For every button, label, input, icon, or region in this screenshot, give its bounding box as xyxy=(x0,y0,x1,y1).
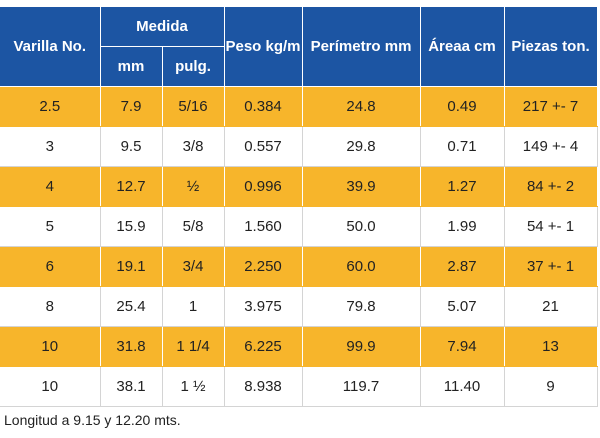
cell-mm: 25.4 xyxy=(99,286,163,327)
cell-perimetro: 39.9 xyxy=(301,166,421,207)
cell-peso: 1.560 xyxy=(223,206,303,247)
header-medida: Medida xyxy=(99,6,225,47)
cell-perimetro: 29.8 xyxy=(301,126,421,167)
cell-varilla: 2.5 xyxy=(0,86,101,127)
cell-varilla: 3 xyxy=(0,126,101,167)
table-header: Varilla No. Medida Peso kg/m Perímetro m… xyxy=(0,6,598,87)
table-row: 3 9.5 3/8 0.557 29.8 0.71 149 +- 4 xyxy=(0,126,598,167)
cell-varilla: 10 xyxy=(0,326,101,367)
cell-piezas: 84 +- 2 xyxy=(503,166,598,207)
header-peso: Peso kg/m xyxy=(223,6,303,87)
footnote: Longitud a 9.15 y 12.20 mts. xyxy=(4,412,181,428)
cell-area: 0.49 xyxy=(419,86,505,127)
cell-peso: 0.996 xyxy=(223,166,303,207)
cell-mm: 7.9 xyxy=(99,86,163,127)
cell-area: 0.71 xyxy=(419,126,505,167)
cell-mm: 9.5 xyxy=(99,126,163,167)
specs-table: Varilla No. Medida Peso kg/m Perímetro m… xyxy=(0,6,598,407)
cell-pulg: 1 xyxy=(161,286,225,327)
cell-peso: 6.225 xyxy=(223,326,303,367)
cell-perimetro: 99.9 xyxy=(301,326,421,367)
cell-perimetro: 24.8 xyxy=(301,86,421,127)
cell-peso: 2.250 xyxy=(223,246,303,287)
cell-piezas: 21 xyxy=(503,286,598,327)
cell-perimetro: 119.7 xyxy=(301,366,421,407)
cell-varilla: 5 xyxy=(0,206,101,247)
cell-perimetro: 79.8 xyxy=(301,286,421,327)
cell-pulg: 5/16 xyxy=(161,86,225,127)
cell-peso: 0.384 xyxy=(223,86,303,127)
cell-perimetro: 60.0 xyxy=(301,246,421,287)
cell-peso: 0.557 xyxy=(223,126,303,167)
cell-piezas: 149 +- 4 xyxy=(503,126,598,167)
cell-mm: 12.7 xyxy=(99,166,163,207)
cell-mm: 19.1 xyxy=(99,246,163,287)
cell-piezas: 9 xyxy=(503,366,598,407)
table-body: 2.5 7.9 5/16 0.384 24.8 0.49 217 +- 7 3 9.5 3/8 0.… xyxy=(0,86,598,407)
cell-pulg: 3/4 xyxy=(161,246,225,287)
cell-piezas: 13 xyxy=(503,326,598,367)
header-area: Áreaa cm xyxy=(419,6,505,87)
cell-mm: 38.1 xyxy=(99,366,163,407)
cell-varilla: 8 xyxy=(0,286,101,327)
cell-area: 1.99 xyxy=(419,206,505,247)
cell-piezas: 37 +- 1 xyxy=(503,246,598,287)
cell-peso: 3.975 xyxy=(223,286,303,327)
cell-pulg: 1 1/4 xyxy=(161,326,225,367)
cell-area: 1.27 xyxy=(419,166,505,207)
table-row: 5 15.9 5/8 1.560 50.0 1.99 54 +- 1 xyxy=(0,206,598,247)
table-row: 10 38.1 1 ½ 8.938 119.7 11.40 9 xyxy=(0,366,598,407)
header-perimetro: Perímetro mm xyxy=(301,6,421,87)
cell-pulg: ½ xyxy=(161,166,225,207)
table-row: 4 12.7 ½ 0.996 39.9 1.27 84 +- 2 xyxy=(0,166,598,207)
table-row: 10 31.8 1 1/4 6.225 99.9 7.94 13 xyxy=(0,326,598,367)
cell-mm: 31.8 xyxy=(99,326,163,367)
header-mm: mm xyxy=(99,46,163,87)
cell-mm: 15.9 xyxy=(99,206,163,247)
cell-pulg: 1 ½ xyxy=(161,366,225,407)
cell-pulg: 5/8 xyxy=(161,206,225,247)
cell-piezas: 217 +- 7 xyxy=(503,86,598,127)
cell-peso: 8.938 xyxy=(223,366,303,407)
cell-area: 5.07 xyxy=(419,286,505,327)
cell-area: 7.94 xyxy=(419,326,505,367)
header-varilla: Varilla No. xyxy=(0,6,101,87)
cell-pulg: 3/8 xyxy=(161,126,225,167)
header-pulg: pulg. xyxy=(161,46,225,87)
cell-area: 2.87 xyxy=(419,246,505,287)
cell-perimetro: 50.0 xyxy=(301,206,421,247)
cell-varilla: 6 xyxy=(0,246,101,287)
cell-area: 11.40 xyxy=(419,366,505,407)
cell-varilla: 4 xyxy=(0,166,101,207)
header-piezas: Piezas ton. xyxy=(503,6,598,87)
table-row: 8 25.4 1 3.975 79.8 5.07 21 xyxy=(0,286,598,327)
cell-piezas: 54 +- 1 xyxy=(503,206,598,247)
table-row: 6 19.1 3/4 2.250 60.0 2.87 37 +- 1 xyxy=(0,246,598,287)
table-row: 2.5 7.9 5/16 0.384 24.8 0.49 217 +- 7 xyxy=(0,86,598,127)
cell-varilla: 10 xyxy=(0,366,101,407)
